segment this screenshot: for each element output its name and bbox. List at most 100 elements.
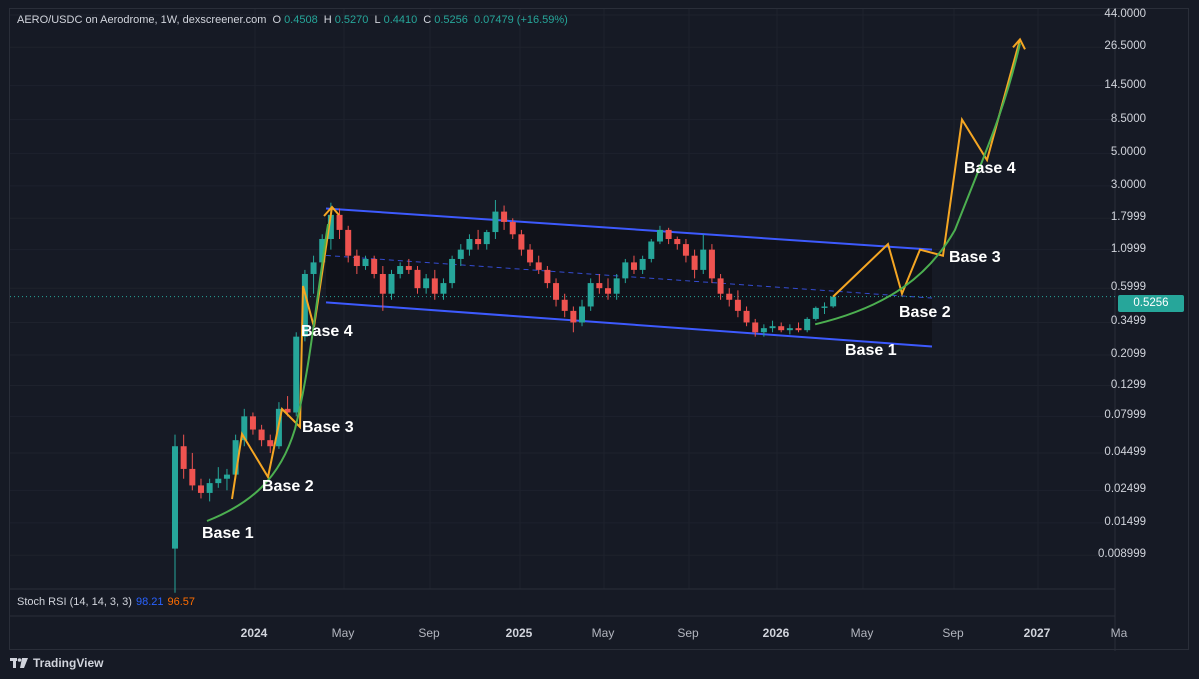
candle-body <box>752 322 759 333</box>
tradingview-brand[interactable]: TradingView <box>10 656 103 670</box>
change-value: 0.07479 (+16.59%) <box>473 14 568 26</box>
candle-body <box>232 440 239 475</box>
candle-body <box>405 266 412 270</box>
candle-body <box>197 485 204 493</box>
time-tick-label: May <box>850 626 874 640</box>
price-tick-label: 14.5000 <box>1104 78 1146 91</box>
candle-body <box>656 229 663 242</box>
candle-body <box>674 239 681 245</box>
price-tick-label: 0.07999 <box>1104 409 1146 422</box>
candle-body <box>726 293 733 300</box>
annotation-base-2-left: Base 2 <box>262 478 314 495</box>
candle-body <box>821 306 828 308</box>
annotation-base-4-left: Base 4 <box>301 323 353 340</box>
candle-body <box>561 299 568 311</box>
price-tick-label: 0.04499 <box>1104 445 1146 458</box>
price-tick-label: 1.7999 <box>1110 211 1146 224</box>
candle-body <box>570 310 577 323</box>
projection-arrow-past <box>323 205 340 217</box>
open-label: O <box>272 14 282 26</box>
candle-body <box>206 483 213 493</box>
candle-body <box>691 255 698 270</box>
projection-path-past <box>231 206 333 500</box>
candle-body <box>587 283 594 307</box>
candle-body <box>284 408 291 413</box>
candle-body <box>717 278 724 294</box>
candle-body <box>189 468 196 486</box>
candle-body <box>605 288 611 294</box>
annotation-base-4-right: Base 4 <box>964 160 1016 177</box>
candle-body <box>682 244 689 256</box>
candle-body <box>734 299 741 311</box>
price-tick-label: 0.2099 <box>1110 347 1146 360</box>
time-tick-label: May <box>591 626 615 640</box>
annotation-base-1-left: Base 1 <box>202 525 254 542</box>
candle-body <box>301 273 308 337</box>
candle-body <box>345 229 352 256</box>
candle-body <box>665 229 672 240</box>
high-value: 0.5270 <box>334 14 369 26</box>
candle-body <box>760 328 767 333</box>
symbol-title: AERO/USDC on Aerodrome, 1W, dexscreener.… <box>17 14 267 26</box>
candle-body <box>388 273 395 294</box>
candle-body <box>379 273 386 294</box>
candle-body <box>414 269 421 289</box>
candle-body <box>648 241 655 259</box>
candle-body <box>786 328 793 331</box>
candle-body <box>553 283 560 300</box>
price-tick-label: 0.01499 <box>1104 515 1146 528</box>
time-tick-label: 2024 <box>240 626 268 640</box>
price-tick-label: 1.0999 <box>1110 242 1146 255</box>
candle-body <box>501 211 508 222</box>
candle-body <box>241 416 248 441</box>
candle-body <box>423 278 430 289</box>
candle-body <box>267 440 274 447</box>
candle-body <box>215 478 222 484</box>
time-tick-label: Sep <box>418 626 440 640</box>
candle-body <box>535 262 542 270</box>
time-tick-label: Ma <box>1110 626 1128 640</box>
candle-body <box>362 258 369 267</box>
candle-body <box>466 239 473 250</box>
candle-body <box>830 296 837 307</box>
candle-body <box>310 262 317 274</box>
candle-body <box>708 249 715 279</box>
projection-arrow-future <box>1012 37 1026 50</box>
channel-lower-line <box>325 301 933 348</box>
candle-body <box>509 221 516 235</box>
candle-body <box>743 310 750 323</box>
candle-body <box>397 266 404 274</box>
candle-body <box>483 232 490 245</box>
candle-body <box>172 446 178 549</box>
stoch-rsi-name: Stoch RSI (14, 14, 3, 3) <box>17 596 132 608</box>
chart-frame <box>9 8 1190 651</box>
time-tick-label: May <box>331 626 355 640</box>
candle-body <box>336 214 343 230</box>
candle-body <box>440 283 447 294</box>
price-tick-label: 0.3499 <box>1110 315 1146 328</box>
price-chart[interactable] <box>10 9 1190 651</box>
projection-path-future <box>832 39 1021 298</box>
candle-body <box>319 239 326 263</box>
candle-body <box>457 249 464 259</box>
parabolic-curve-past <box>206 223 329 522</box>
low-value: 0.4410 <box>383 14 418 26</box>
price-tick-label: 44.0000 <box>1104 8 1146 20</box>
candle-body <box>630 262 637 270</box>
candle-body <box>544 269 551 284</box>
candle-body <box>769 326 776 329</box>
stoch-rsi-legend[interactable]: Stoch RSI (14, 14, 3, 3) 98.21 96.57 <box>17 596 195 608</box>
candle-body <box>249 416 256 430</box>
time-tick-label: Sep <box>942 626 964 640</box>
price-tick-label: 26.5000 <box>1104 40 1146 53</box>
tradingview-logo-icon <box>10 658 28 668</box>
stoch-d-value: 96.57 <box>167 596 196 608</box>
candle-body <box>258 429 265 441</box>
candle-body <box>431 278 438 294</box>
close-label: C <box>423 14 432 26</box>
candle-body <box>778 326 785 331</box>
stoch-k-value: 98.21 <box>135 596 164 608</box>
time-tick-label: Sep <box>677 626 699 640</box>
candle-body <box>622 262 629 279</box>
annotation-base-2-right: Base 2 <box>899 304 951 321</box>
